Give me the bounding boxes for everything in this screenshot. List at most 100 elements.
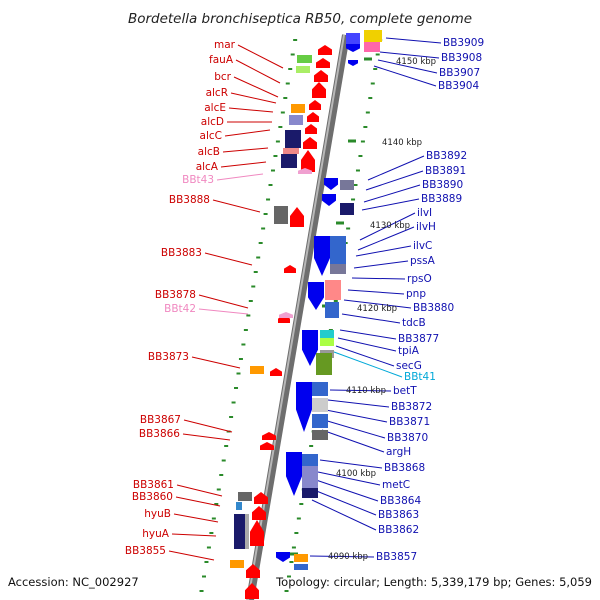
- forward-gene-arrow: [309, 100, 321, 110]
- kbp-label: 4090 kbp: [328, 552, 368, 562]
- gene-block: [250, 366, 264, 374]
- gene-label-faua: fauA: [209, 54, 234, 66]
- reverse-gene-arrow: [308, 282, 324, 310]
- gene-label-bb3872: BB3872: [391, 401, 432, 413]
- gene-label-bbt42: BBt42: [164, 303, 196, 315]
- right-leader-line: [367, 155, 425, 181]
- right-leader-line: [309, 555, 375, 558]
- gene-block: [294, 554, 308, 562]
- forward-gene-arrow: [246, 564, 260, 578]
- gene-block: [340, 203, 354, 215]
- gene-block: [312, 382, 328, 396]
- gene-label-alcd: alcD: [201, 116, 224, 128]
- gene-label-bb3855: BB3855: [125, 545, 166, 557]
- gene-block: [274, 206, 288, 224]
- left-leader-line: [204, 252, 253, 266]
- gene-label-bb3878: BB3878: [155, 289, 196, 301]
- gene-label-tdcb: tdcB: [402, 317, 426, 329]
- left-leader-line: [198, 294, 249, 309]
- right-leader-line: [361, 198, 420, 211]
- right-leader-line: [337, 337, 397, 352]
- forward-gene-arrow: [303, 137, 317, 149]
- reverse-gene-arrow: [296, 382, 312, 432]
- right-leader-line: [373, 65, 437, 87]
- genome-backbone: [246, 34, 350, 600]
- reverse-gene-arrow: [324, 178, 338, 190]
- right-leader-line: [385, 37, 442, 44]
- right-leader-line: [319, 459, 383, 469]
- left-leader-line: [191, 356, 241, 369]
- gene-label-bb3883: BB3883: [161, 247, 202, 259]
- gene-label-bb3888: BB3888: [169, 194, 210, 206]
- gene-label-bb3889: BB3889: [421, 193, 462, 205]
- gene-label-bb3877: BB3877: [398, 333, 439, 345]
- left-leader-line: [228, 107, 274, 113]
- gene-block: [236, 502, 242, 510]
- left-leader-line: [233, 76, 279, 98]
- gene-block: [312, 398, 328, 412]
- forward-gene-arrow: [314, 70, 328, 82]
- forward-gene-arrow: [262, 432, 276, 440]
- gene-label-bb3866: BB3866: [139, 428, 180, 440]
- gene-block: [302, 466, 318, 488]
- gene-label-ilvc: ilvC: [413, 240, 432, 252]
- forward-gene-arrow: [312, 82, 326, 98]
- reverse-gene-arrow: [348, 60, 358, 66]
- gene-label-metc: metC: [382, 479, 410, 491]
- reverse-gene-arrow: [346, 44, 360, 52]
- gene-block: [230, 560, 244, 568]
- genome-backbone-highlight: [247, 34, 345, 600]
- right-leader-line: [347, 289, 405, 295]
- forward-gene-arrow: [254, 492, 268, 504]
- gene-label-bb3880: BB3880: [413, 302, 454, 314]
- gene-block: [297, 55, 312, 63]
- gene-label-bbt41: BBt41: [404, 371, 436, 383]
- gene-label-ilvh: ilvH: [416, 221, 436, 233]
- left-leader-line: [235, 59, 281, 84]
- right-leader-line: [327, 399, 390, 408]
- gene-label-pssa: pssA: [410, 255, 436, 267]
- left-leader-line: [198, 308, 249, 315]
- gene-label-rpso: rpsO: [407, 273, 432, 285]
- gene-block: [296, 66, 310, 73]
- right-leader-line: [351, 277, 406, 280]
- label-leader-lines: [168, 37, 442, 561]
- gene-block: [330, 236, 346, 264]
- gene-block: [302, 454, 318, 466]
- left-leader-line: [175, 496, 221, 507]
- gene-label-bb3864: BB3864: [380, 495, 421, 507]
- left-leader-line: [176, 484, 223, 497]
- gene-block: [289, 115, 303, 125]
- reverse-gene-arrow: [302, 330, 318, 366]
- gene-label-hyub: hyuB: [144, 508, 171, 520]
- forward-gene-arrow: [307, 112, 319, 122]
- gene-block: [340, 180, 354, 190]
- forward-gene-arrow: [298, 168, 312, 174]
- gene-label-argh: argH: [386, 446, 411, 458]
- gene-label-bb3891: BB3891: [425, 165, 466, 177]
- gene-label-bett: betT: [393, 385, 417, 397]
- right-leader-line: [321, 429, 385, 453]
- right-leader-line: [325, 409, 388, 423]
- gene-block: [245, 514, 249, 549]
- right-leader-line: [357, 226, 415, 251]
- gene-label-bb3861: BB3861: [133, 479, 174, 491]
- gene-label-bb3860: BB3860: [132, 491, 173, 503]
- gene-label-bb3890: BB3890: [422, 179, 463, 191]
- accession-text: Accession: NC_002927: [8, 575, 139, 589]
- forward-gene-arrow: [284, 265, 296, 273]
- left-leader-line: [230, 92, 277, 104]
- gene-block: [320, 338, 334, 346]
- left-leader-line: [216, 173, 264, 181]
- gene-label-alcr: alcR: [206, 87, 228, 99]
- gene-label-bb3892: BB3892: [426, 150, 467, 162]
- right-leader-line: [353, 260, 409, 269]
- gene-block: [302, 488, 318, 498]
- kbp-label: 4140 kbp: [382, 138, 422, 148]
- right-leader-line: [333, 351, 403, 378]
- forward-gene-arrow: [318, 45, 332, 55]
- kbp-label: 4110 kbp: [346, 386, 386, 396]
- map-title: Bordetella bronchiseptica RB50, complete…: [128, 11, 472, 27]
